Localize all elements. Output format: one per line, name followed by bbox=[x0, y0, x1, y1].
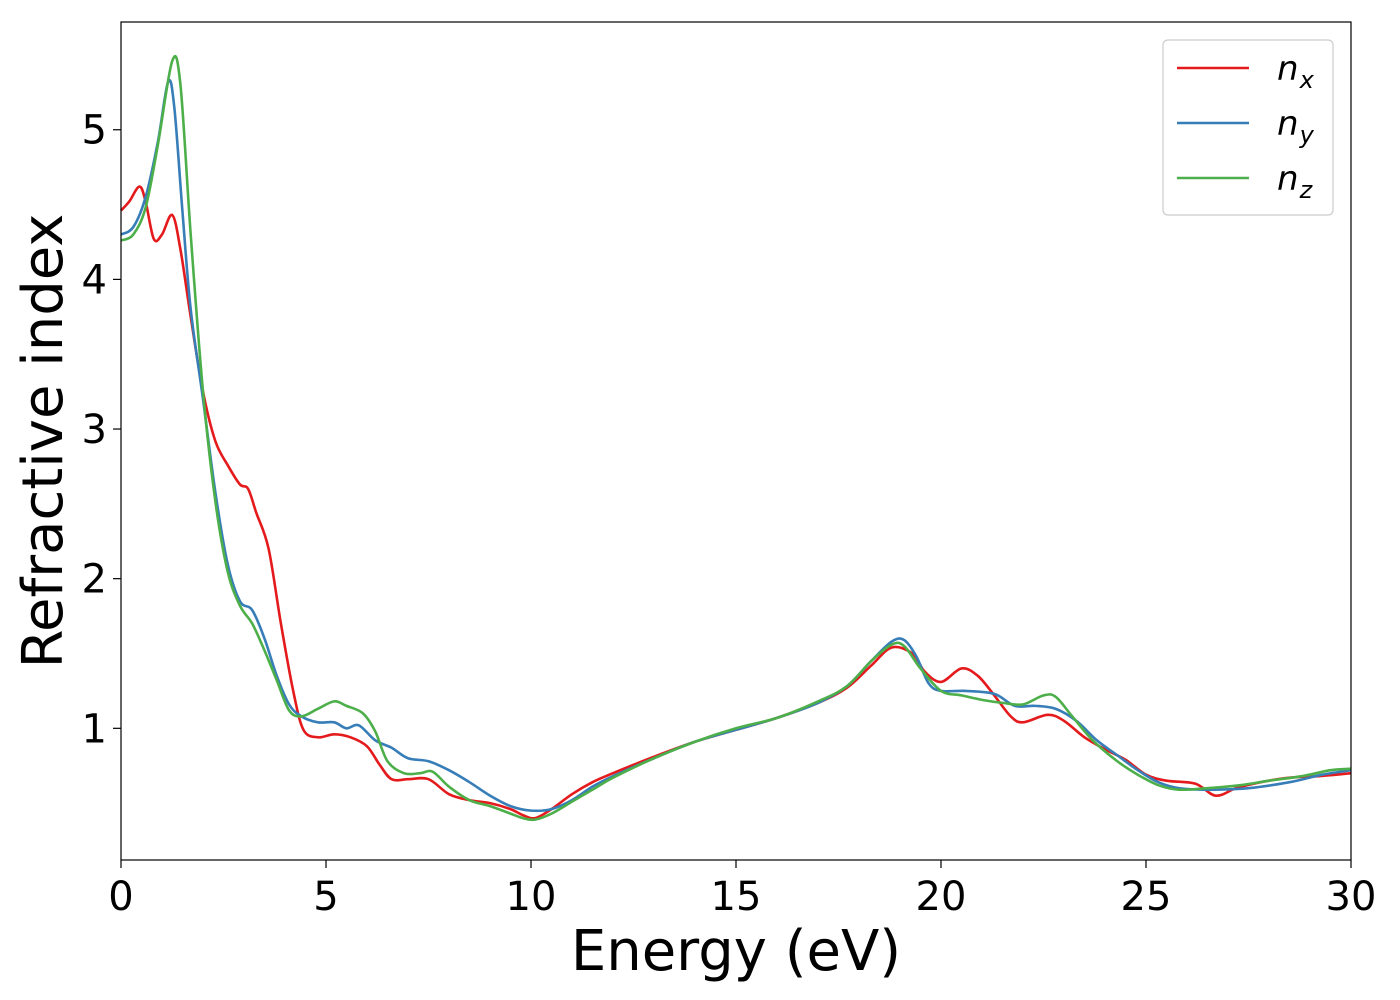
x-tick-label: 30 bbox=[1326, 874, 1377, 920]
series-line-n-z bbox=[120, 55, 1352, 822]
x-tick-label: 0 bbox=[108, 874, 133, 920]
y-tick-label: 2 bbox=[82, 557, 107, 603]
x-tick-label: 25 bbox=[1121, 874, 1172, 920]
legend-label-n-x: nx bbox=[1277, 49, 1315, 94]
x-axis-ticks: 0 5 10 15 20 25 30 bbox=[108, 860, 1376, 920]
legend-box bbox=[1162, 39, 1334, 216]
y-tick-label: 3 bbox=[82, 407, 107, 453]
x-tick-label: 10 bbox=[506, 874, 557, 920]
x-tick-label: 20 bbox=[916, 874, 967, 920]
x-tick-label: 15 bbox=[711, 874, 762, 920]
y-tick-label: 5 bbox=[82, 108, 107, 154]
y-tick-label: 4 bbox=[82, 257, 107, 303]
series-lines bbox=[120, 55, 1352, 822]
series-line-n-y bbox=[120, 79, 1352, 813]
x-tick-label: 5 bbox=[313, 874, 338, 920]
y-tick-label: 1 bbox=[82, 706, 107, 752]
y-axis-ticks: 1 2 3 4 5 bbox=[82, 108, 121, 752]
x-axis-label: Energy (eV) bbox=[571, 919, 901, 984]
y-axis-label: Refractive index bbox=[11, 214, 76, 669]
legend-label-n-y: ny bbox=[1277, 104, 1315, 149]
